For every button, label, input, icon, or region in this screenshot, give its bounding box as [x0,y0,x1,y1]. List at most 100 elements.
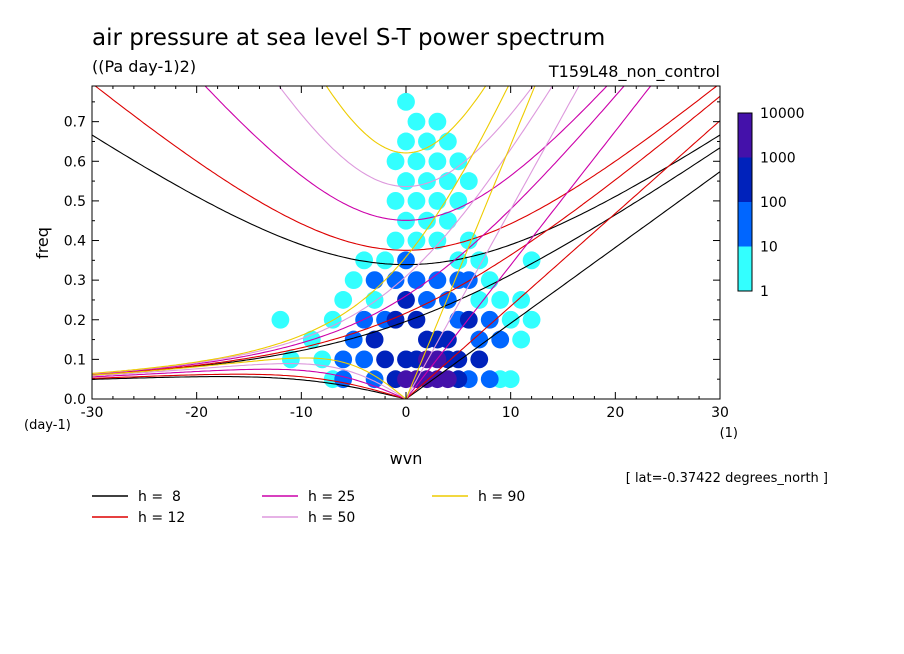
colorbar-label: 1000 [760,151,796,167]
x-unit-label: (1) [720,426,738,441]
contour-cell [397,350,415,369]
colorbar-label: 100 [760,195,787,211]
chart-title: air pressure at sea level S-T power spec… [92,25,605,51]
contour-cell [334,350,353,369]
colorbar-swatch [738,202,752,247]
y-tick-label: 0.5 [64,194,86,210]
contour-cell [449,152,468,171]
y-tick-label: 0.0 [64,392,86,408]
inertia-gravity-wave-curve [325,86,487,154]
colorbar-label: 10000 [760,106,805,122]
contour-cell [428,112,447,131]
contour-cell [407,112,426,131]
contour-cell [386,152,405,171]
rossby-wave-curve [92,357,407,399]
contour-cell [491,291,510,309]
contour-cell [407,271,426,290]
rossby-wave-curve [92,368,407,399]
inertia-gravity-wave-curve [92,134,720,266]
x-tick-label: 10 [502,405,520,421]
contour-cell [271,310,290,329]
kelvin-wave-curve [405,86,536,399]
contour-cell [428,271,447,290]
contour-cell [438,132,457,151]
contour-cell [522,310,541,329]
rossby-wave-curve [92,373,407,399]
mrg-wave-curve [92,95,720,376]
colorbar-frame [737,112,753,292]
contour-cell [418,172,436,191]
chart-units: ((Pa day-1)2) [92,57,196,76]
contour-cell [407,231,426,250]
y-tick-label: 0.1 [64,352,86,368]
x-axis-label: wvn [390,449,423,468]
contour-cell [313,350,332,369]
contour-cell [355,251,374,270]
contour-cell [376,251,394,270]
contour-cell [449,251,468,270]
x-axis-ticks: -30 -20 -10 0 10 20 30 [81,86,729,421]
kelvin-wave-curve [405,86,580,399]
colorbar-swatch [738,113,752,158]
legend-label: h = 50 [308,510,355,526]
legend-label: h = 25 [308,489,355,505]
y-tick-label: 0.6 [64,154,86,170]
contour-cell [470,291,489,309]
y-tick-label: 0.4 [64,234,86,250]
contour-cell [428,152,447,171]
rossby-wave-curve [92,363,407,399]
contour-cell [438,291,457,309]
x-tick-label: -20 [185,405,208,421]
contour-cell [355,350,374,369]
x-tick-label: 20 [606,405,624,421]
contour-cell [459,271,478,290]
contour-cell [418,132,436,151]
kelvin-wave-curve [405,86,652,399]
contour-cell [397,172,415,191]
rossby-wave-curve [92,376,407,399]
contour-cell [365,330,384,349]
y-unit-label: (day-1) [24,418,71,433]
dispersion-curves [92,86,720,399]
contour-cell [397,291,415,309]
legend: h = 8 h = 12 h = 25 h = 50 h = 90 [92,489,525,526]
contour-cell [449,191,468,210]
x-tick-label: 30 [711,405,729,421]
inertia-gravity-wave-curve [204,86,608,221]
contour-cell [480,271,499,290]
inertia-gravity-wave-curve [94,86,718,251]
contour-cell [418,291,436,309]
contour-cell [386,231,405,250]
contour-cell [480,370,499,389]
contour-cell [428,231,447,250]
contour-cell [344,271,363,290]
mrg-wave-curve [92,86,554,375]
contour-cell [397,92,415,111]
contour-cell [501,310,520,329]
contour-cell [386,191,405,210]
contour-cell [365,271,384,290]
x-tick-label: 0 [402,405,411,421]
contour-cell [480,310,499,329]
legend-label: h = 12 [138,510,185,526]
contour-cell [470,330,489,349]
colorbar-label: 10 [760,240,778,256]
contour-cell [522,251,541,270]
y-tick-label: 0.3 [64,273,86,289]
spectrum-contours [271,92,541,389]
contour-cell [491,330,510,349]
colorbar-swatch [738,157,752,202]
contour-cell [418,211,436,230]
kelvin-wave-curve [405,171,720,399]
latitude-annotation: [ lat=-0.37422 degrees_north ] [626,471,828,486]
contour-cell [386,271,405,290]
contour-cell [334,291,353,309]
contour-cell [438,211,457,230]
kelvin-wave-curve [405,120,720,399]
contour-cell [407,191,426,210]
contour-cell [512,330,531,349]
x-tick-label: -10 [290,405,313,421]
contour-cell [397,132,415,151]
legend-label: h = 8 [138,489,181,505]
